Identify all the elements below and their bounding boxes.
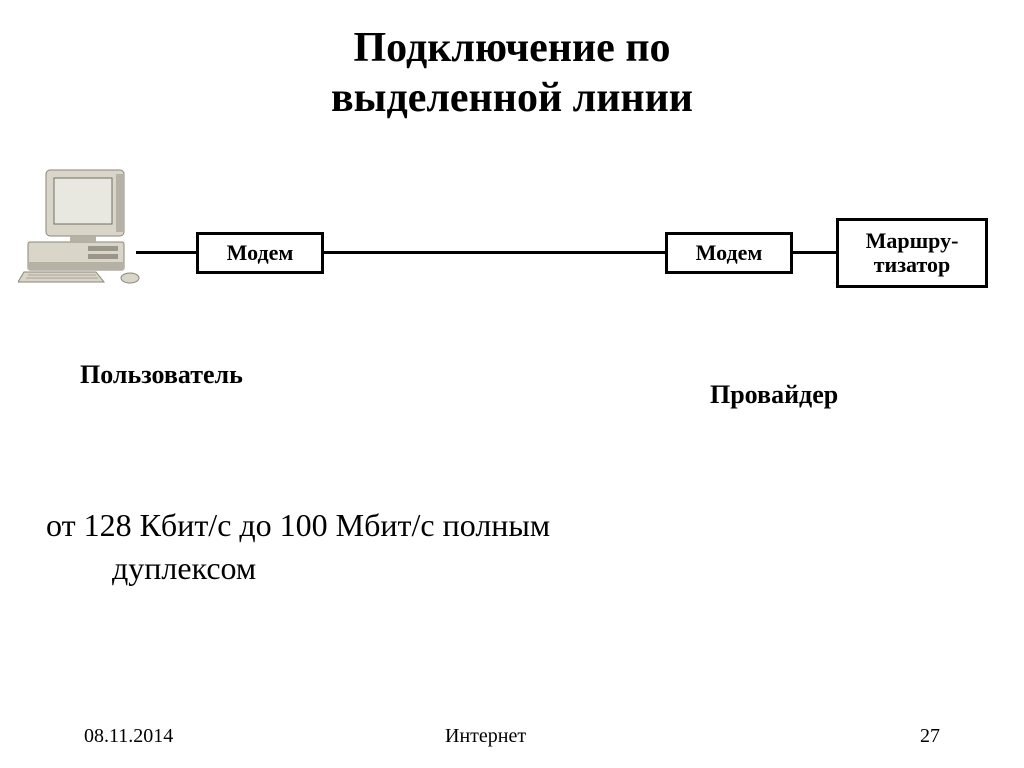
page-title: Подключение по выделенной линии bbox=[0, 24, 1024, 123]
node-modem-2: Модем bbox=[665, 232, 793, 274]
computer-icon bbox=[18, 164, 146, 284]
footer-date: 08.11.2014 bbox=[84, 725, 173, 748]
edge-modem1-modem2 bbox=[324, 251, 665, 254]
node-modem-1: Модем bbox=[196, 232, 324, 274]
role-label-provider: Провайдер bbox=[710, 380, 838, 410]
node-label: Модем bbox=[227, 241, 294, 265]
network-diagram: Модем Модем Маршру- тизатор bbox=[0, 170, 1024, 340]
node-label: Модем bbox=[696, 241, 763, 265]
body-line-1: от 128 Кбит/с до 100 Мбит/с полным bbox=[46, 504, 550, 547]
footer-center: Интернет bbox=[445, 725, 526, 748]
node-label: Маршру- тизатор bbox=[866, 229, 959, 277]
footer-page-number: 27 bbox=[920, 725, 940, 748]
body-text: от 128 Кбит/с до 100 Мбит/с полным дупле… bbox=[46, 504, 550, 590]
body-line-2: дуплексом bbox=[112, 547, 550, 590]
role-label-user: Пользователь bbox=[80, 360, 243, 390]
edge-modem2-router bbox=[793, 251, 836, 254]
node-router: Маршру- тизатор bbox=[836, 218, 988, 288]
